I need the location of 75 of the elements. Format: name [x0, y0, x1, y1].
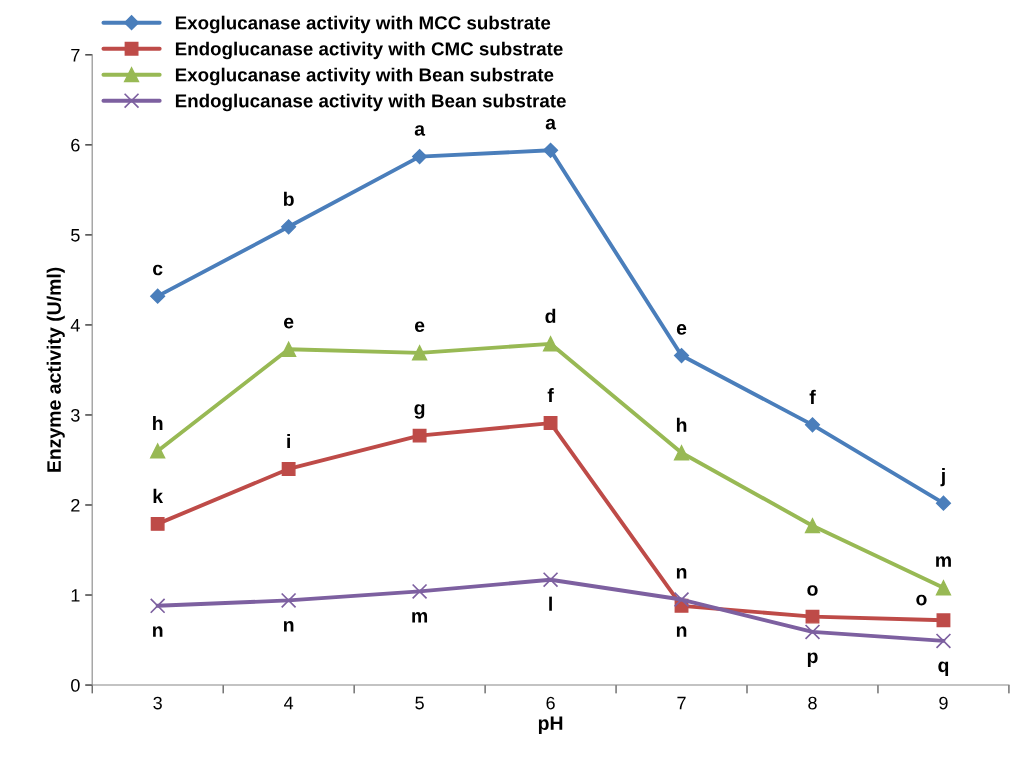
x-tick-label: 7	[677, 696, 686, 710]
x-tick-label: 8	[808, 696, 817, 710]
annotation: m	[936, 556, 951, 567]
x-tick-label: 9	[939, 696, 948, 710]
point	[543, 416, 558, 431]
point	[804, 518, 821, 534]
annotation: c	[153, 264, 163, 276]
point	[149, 598, 166, 614]
annotation: d	[545, 308, 556, 324]
y-tick-label: 7	[71, 48, 80, 62]
annotation: a	[414, 125, 426, 136]
point	[804, 417, 821, 433]
y-tick-label: 1	[71, 589, 80, 602]
x-tick-label: 6	[546, 696, 555, 710]
point	[805, 609, 820, 624]
y-tick-label: 2	[71, 498, 80, 512]
legend-label: Endoglucanase activity with CMC substrate	[175, 41, 563, 60]
y-tick-label: 3	[71, 408, 80, 422]
point	[935, 633, 952, 649]
x-tick-label: 3	[153, 696, 162, 710]
point	[412, 428, 427, 443]
point	[542, 142, 559, 158]
y-tick-label: 0	[71, 678, 80, 692]
annotation: n	[676, 626, 687, 637]
y-tick-label: 5	[71, 229, 80, 242]
x-tick-label: 4	[284, 696, 294, 710]
point	[150, 443, 166, 459]
point	[411, 583, 428, 600]
y-axis-title: Enzyme activity (U/ml)	[46, 267, 65, 472]
point	[280, 592, 297, 609]
annotation: h	[676, 417, 687, 432]
annotation: f	[809, 389, 816, 404]
point	[411, 345, 428, 361]
annotation: e	[414, 321, 425, 333]
annotation: o	[916, 594, 927, 606]
point	[936, 613, 951, 628]
annotation: n	[153, 626, 163, 637]
annotation: f	[547, 388, 554, 403]
annotation: h	[153, 415, 163, 430]
point	[542, 571, 559, 588]
annotation: g	[414, 404, 425, 419]
y-tick-label: 4	[70, 319, 80, 332]
point	[281, 462, 296, 476]
annotation: a	[545, 118, 557, 130]
point	[804, 624, 821, 640]
point	[935, 495, 952, 511]
annotation: m	[412, 611, 428, 623]
point	[281, 219, 297, 235]
point	[542, 336, 559, 352]
point	[280, 341, 297, 357]
point	[150, 288, 166, 304]
point	[673, 591, 690, 608]
annotation: e	[283, 317, 294, 329]
annotation: j	[940, 468, 945, 487]
annotation: b	[283, 191, 294, 207]
y-tick-label: 6	[71, 138, 80, 152]
point	[673, 445, 690, 461]
annotation: q	[938, 661, 949, 676]
annotation: n	[283, 620, 294, 632]
point	[150, 516, 165, 531]
annotation: p	[807, 652, 818, 667]
x-axis-title: pH	[538, 716, 563, 734]
legend-label: Endoglucanase activity with Bean substrate	[175, 93, 566, 112]
x-tick-label: 5	[415, 696, 424, 710]
point	[673, 347, 690, 364]
annotation: i	[287, 433, 290, 449]
annotation: o	[807, 585, 818, 596]
point	[412, 149, 428, 165]
legend-label: Exoglucanase activity with MCC substrate	[175, 15, 551, 34]
annotation: l	[549, 596, 552, 611]
annotation: n	[676, 568, 687, 579]
annotation: e	[676, 324, 687, 335]
legend-label: Exoglucanase activity with Bean substrate	[175, 67, 554, 86]
annotation: k	[153, 488, 164, 503]
point	[935, 580, 952, 596]
